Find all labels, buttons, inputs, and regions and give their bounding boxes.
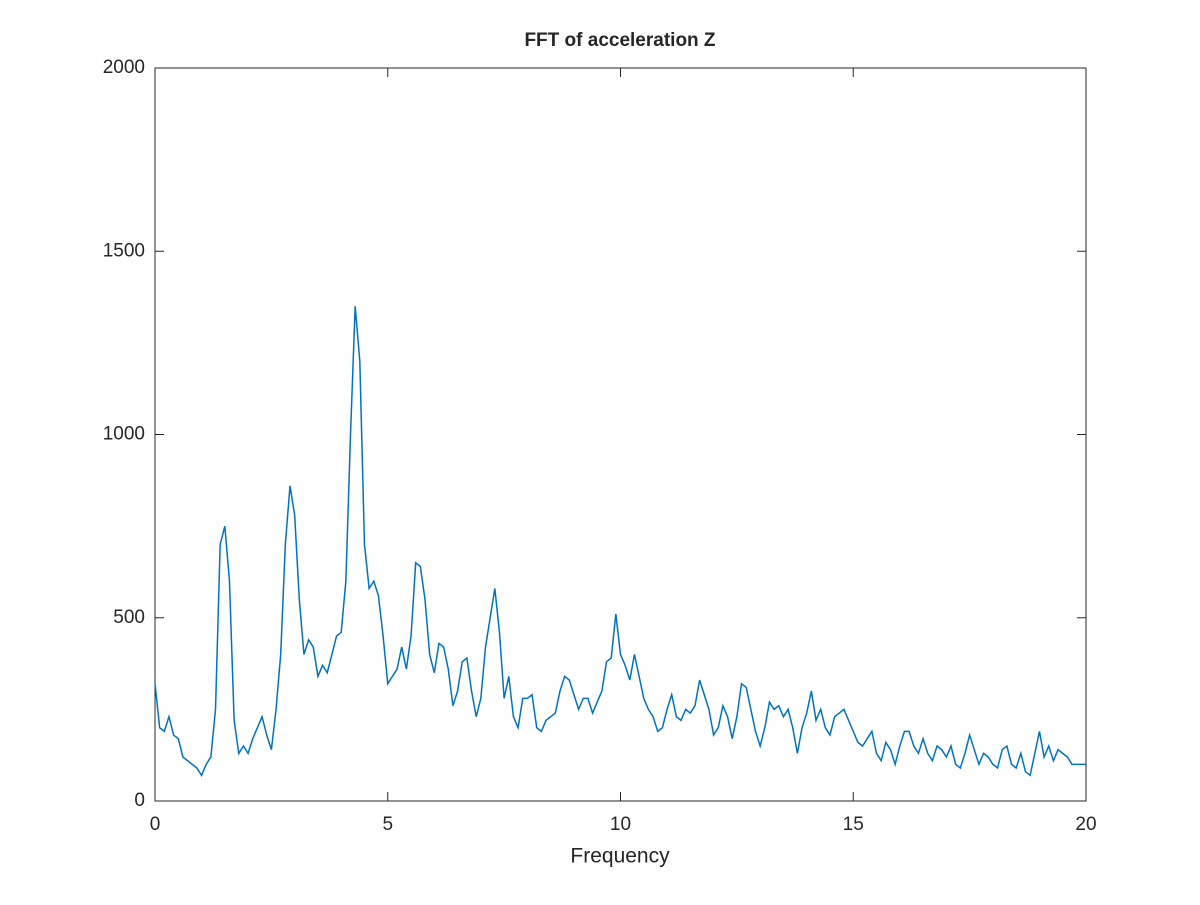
x-tick-label: 15 [843, 814, 864, 835]
x-tick-label: 20 [1075, 814, 1096, 835]
x-axis-label: Frequency [570, 845, 670, 868]
x-tick-label: 0 [150, 814, 161, 835]
chart-title: FFT of acceleration Z [524, 30, 715, 51]
data-line [154, 306, 1086, 777]
y-tick-label: 1000 [103, 424, 145, 445]
y-tick-label: 1500 [103, 240, 145, 261]
x-tick-label: 10 [610, 814, 631, 835]
y-tick-label: 0 [134, 790, 145, 811]
y-tick-label: 500 [113, 607, 145, 628]
x-tick-label: 5 [382, 814, 393, 835]
y-tick-label: 2000 [103, 57, 145, 78]
